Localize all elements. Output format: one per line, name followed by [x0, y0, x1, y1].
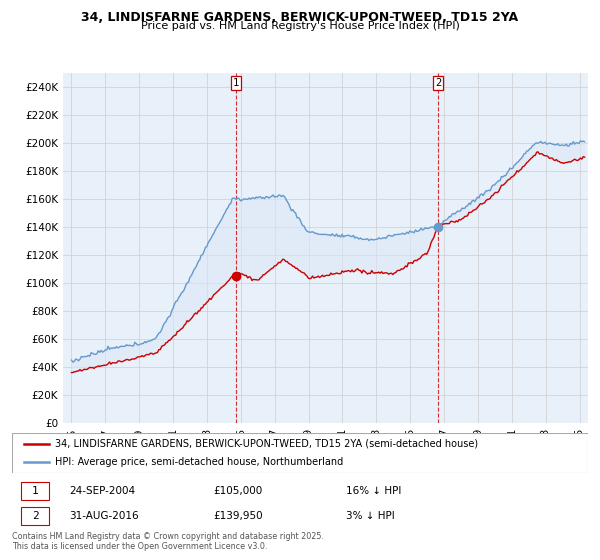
- Text: 2: 2: [32, 511, 38, 521]
- Text: 2: 2: [435, 78, 442, 87]
- Text: £139,950: £139,950: [214, 511, 263, 521]
- Text: 24-SEP-2004: 24-SEP-2004: [70, 486, 136, 496]
- Text: Price paid vs. HM Land Registry's House Price Index (HPI): Price paid vs. HM Land Registry's House …: [140, 21, 460, 31]
- Text: 34, LINDISFARNE GARDENS, BERWICK-UPON-TWEED, TD15 2YA: 34, LINDISFARNE GARDENS, BERWICK-UPON-TW…: [82, 11, 518, 24]
- Text: 16% ↓ HPI: 16% ↓ HPI: [346, 486, 401, 496]
- Bar: [20, 482, 49, 500]
- Text: 3% ↓ HPI: 3% ↓ HPI: [346, 511, 395, 521]
- Text: Contains HM Land Registry data © Crown copyright and database right 2025.
This d: Contains HM Land Registry data © Crown c…: [12, 532, 324, 552]
- Text: 31-AUG-2016: 31-AUG-2016: [70, 511, 139, 521]
- Text: 1: 1: [32, 486, 38, 496]
- Bar: [20, 507, 49, 525]
- Text: 1: 1: [233, 78, 239, 87]
- Text: HPI: Average price, semi-detached house, Northumberland: HPI: Average price, semi-detached house,…: [55, 458, 343, 467]
- Text: £105,000: £105,000: [214, 486, 263, 496]
- Text: 34, LINDISFARNE GARDENS, BERWICK-UPON-TWEED, TD15 2YA (semi-detached house): 34, LINDISFARNE GARDENS, BERWICK-UPON-TW…: [55, 439, 478, 449]
